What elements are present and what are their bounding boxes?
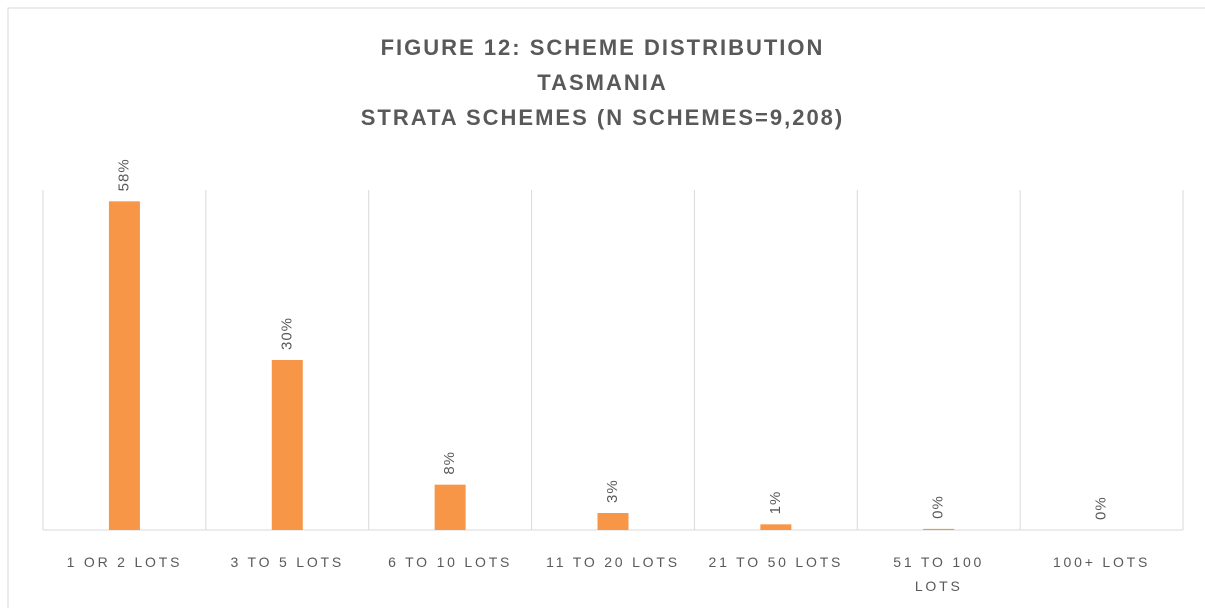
data-label: 8% xyxy=(441,451,458,475)
data-label: 1% xyxy=(767,491,784,515)
data-label: 30% xyxy=(278,317,295,350)
x-tick-label: 21 TO 50 LOTS xyxy=(708,554,844,570)
x-tick-label: 3 TO 5 LOTS xyxy=(230,554,345,570)
x-tick-label: 11 TO 20 LOTS xyxy=(546,554,680,570)
bar xyxy=(923,528,955,530)
x-tick-label: 1 OR 2 LOTS xyxy=(66,554,183,570)
data-label: 3% xyxy=(604,479,621,503)
bar xyxy=(271,360,303,530)
x-tick-label: 6 TO 10 LOTS xyxy=(388,554,513,570)
bar xyxy=(108,201,140,531)
bar xyxy=(760,524,792,530)
chart-border xyxy=(7,7,1205,608)
x-tick-label: 51 TO 100 LOTS xyxy=(893,554,985,594)
x-tick-label: 100+ LOTS xyxy=(1052,554,1151,570)
chart-title: FIGURE 12: SCHEME DISTRIBUTION TASMANIA … xyxy=(360,35,845,130)
bar xyxy=(597,513,629,530)
data-label: 0% xyxy=(1093,496,1110,520)
data-label: 0% xyxy=(930,495,947,519)
data-label: 58% xyxy=(115,158,132,191)
bar xyxy=(434,484,466,530)
